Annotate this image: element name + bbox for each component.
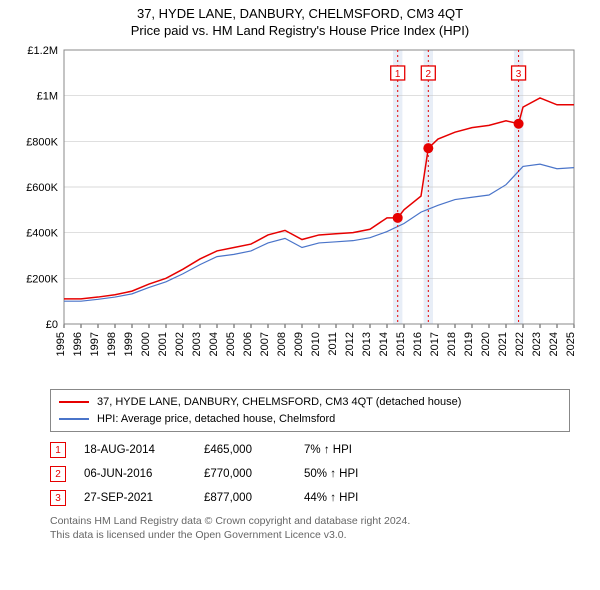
svg-text:2004: 2004 xyxy=(208,332,220,356)
legend-swatch xyxy=(59,401,89,403)
svg-text:2: 2 xyxy=(426,69,432,80)
svg-text:£1.2M: £1.2M xyxy=(27,45,58,57)
sale-marker: 2 xyxy=(50,466,66,482)
chart-container: 37, HYDE LANE, DANBURY, CHELMSFORD, CM3 … xyxy=(0,6,600,542)
svg-text:1998: 1998 xyxy=(106,332,118,356)
svg-text:2020: 2020 xyxy=(480,332,492,356)
legend-swatch xyxy=(59,418,89,420)
svg-text:£200K: £200K xyxy=(26,273,58,285)
footer-attribution: Contains HM Land Registry data © Crown c… xyxy=(50,514,570,542)
sale-date: 27-SEP-2021 xyxy=(84,492,204,504)
legend-box: 37, HYDE LANE, DANBURY, CHELMSFORD, CM3 … xyxy=(50,389,570,432)
svg-text:2022: 2022 xyxy=(514,332,526,356)
svg-text:2014: 2014 xyxy=(378,332,390,356)
footer-line-1: Contains HM Land Registry data © Crown c… xyxy=(50,514,570,528)
sale-diff: 7% ↑ HPI xyxy=(304,444,424,456)
svg-text:2015: 2015 xyxy=(395,332,407,356)
svg-text:1: 1 xyxy=(395,69,401,80)
svg-text:2001: 2001 xyxy=(157,332,169,356)
chart-title: 37, HYDE LANE, DANBURY, CHELMSFORD, CM3 … xyxy=(0,6,600,21)
svg-text:1997: 1997 xyxy=(89,332,101,356)
sale-date: 18-AUG-2014 xyxy=(84,444,204,456)
svg-text:2019: 2019 xyxy=(463,332,475,356)
svg-text:2018: 2018 xyxy=(446,332,458,356)
svg-text:2006: 2006 xyxy=(242,332,254,356)
sale-row: 3 27-SEP-2021£877,00044% ↑ HPI xyxy=(50,486,570,510)
svg-text:2016: 2016 xyxy=(412,332,424,356)
sale-date: 06-JUN-2016 xyxy=(84,468,204,480)
sale-marker: 1 xyxy=(50,442,66,458)
svg-text:2010: 2010 xyxy=(310,332,322,356)
svg-text:1996: 1996 xyxy=(72,332,84,356)
sale-row: 1 18-AUG-2014£465,0007% ↑ HPI xyxy=(50,438,570,462)
svg-text:2021: 2021 xyxy=(497,332,509,356)
svg-text:2011: 2011 xyxy=(327,332,339,356)
legend-label: 37, HYDE LANE, DANBURY, CHELMSFORD, CM3 … xyxy=(97,394,461,411)
chart-plot: £0 £200K £400K £600K £800K £1M £1.2M 1995 1996 19… xyxy=(20,44,580,379)
sale-row: 2 06-JUN-2016£770,00050% ↑ HPI xyxy=(50,462,570,486)
svg-text:2002: 2002 xyxy=(174,332,186,356)
svg-text:2023: 2023 xyxy=(531,332,543,356)
sale-diff: 44% ↑ HPI xyxy=(304,492,424,504)
legend-item: HPI: Average price, detached house, Chel… xyxy=(59,411,561,428)
svg-text:1999: 1999 xyxy=(123,332,135,356)
svg-text:2009: 2009 xyxy=(293,332,305,356)
svg-text:2017: 2017 xyxy=(429,332,441,356)
svg-text:3: 3 xyxy=(516,69,522,80)
sale-price: £770,000 xyxy=(204,468,304,480)
svg-text:£0: £0 xyxy=(46,319,58,331)
footer-line-2: This data is licensed under the Open Gov… xyxy=(50,528,570,542)
svg-text:2013: 2013 xyxy=(361,332,373,356)
svg-text:2008: 2008 xyxy=(276,332,288,356)
svg-text:2000: 2000 xyxy=(140,332,152,356)
svg-text:£400K: £400K xyxy=(26,228,58,240)
legend-label: HPI: Average price, detached house, Chel… xyxy=(97,411,335,428)
legend-item: 37, HYDE LANE, DANBURY, CHELMSFORD, CM3 … xyxy=(59,394,561,411)
svg-text:£800K: £800K xyxy=(26,136,58,148)
svg-text:2003: 2003 xyxy=(191,332,203,356)
sale-diff: 50% ↑ HPI xyxy=(304,468,424,480)
svg-text:£600K: £600K xyxy=(26,182,58,194)
svg-text:£1M: £1M xyxy=(37,91,58,103)
sale-price: £465,000 xyxy=(204,444,304,456)
sales-table: 1 18-AUG-2014£465,0007% ↑ HPI 2 06-JUN-2016… xyxy=(50,438,570,510)
sale-price: £877,000 xyxy=(204,492,304,504)
svg-text:1995: 1995 xyxy=(55,332,67,356)
svg-text:2005: 2005 xyxy=(225,332,237,356)
svg-text:2012: 2012 xyxy=(344,332,356,356)
svg-text:2024: 2024 xyxy=(548,332,560,356)
chart-subtitle: Price paid vs. HM Land Registry's House … xyxy=(0,23,600,38)
svg-text:2025: 2025 xyxy=(565,332,577,356)
svg-text:2007: 2007 xyxy=(259,332,271,356)
sale-marker: 3 xyxy=(50,490,66,506)
